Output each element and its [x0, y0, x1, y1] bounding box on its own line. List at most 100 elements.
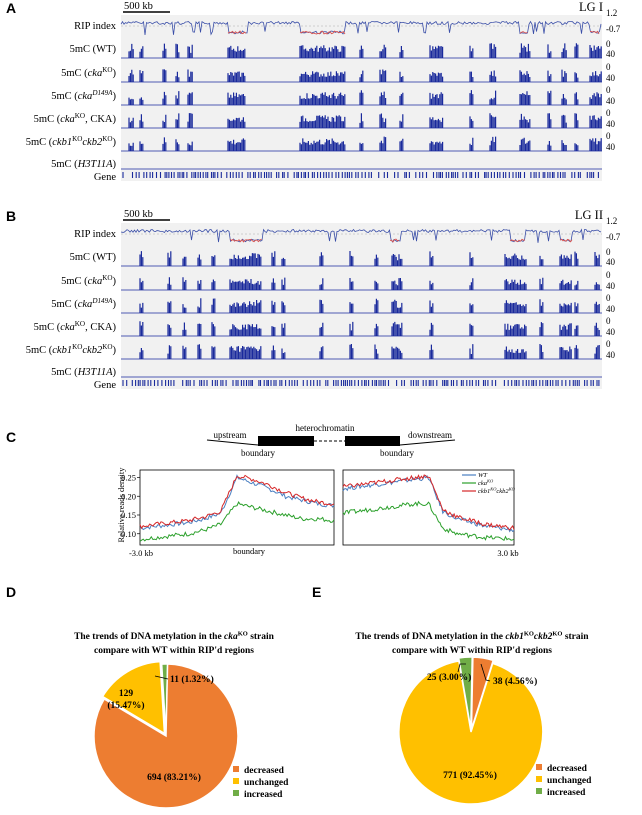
track-label-B-5-part-5: ): [113, 345, 117, 356]
axis-tick-A-9: 40: [606, 119, 616, 129]
track-label-B-4-part-3: , CKA): [85, 322, 116, 333]
pie-title-line2-E: compare with WT within RIP'd regions: [392, 646, 552, 656]
track-label-A-5: 5mC (ckb1KOckb2KO): [26, 135, 117, 148]
chart-c-ytick-label-1: 0.20: [121, 491, 136, 501]
scale-label-A: 500 kb: [124, 1, 153, 12]
chart-c-legend-label-2-part-1: KO: [489, 487, 497, 492]
mc-peaks-A-5: [128, 136, 602, 151]
track-label-B-4-part-0: 5mC (: [34, 322, 61, 333]
chart-c-legend-label-2-part-2: ckb2: [496, 488, 509, 495]
panel-letter-B: B: [6, 208, 16, 224]
schematic-upstream-line: [206, 439, 259, 446]
pie-leader-E-decreased: [480, 663, 491, 682]
chart-c-legend-label-1: ckaKO: [478, 479, 494, 487]
track-label-B-0-part-0: RIP index: [74, 229, 117, 240]
mc-peaks-A-4: [128, 113, 602, 128]
pie-title-line1-E-part-0: The trends of DNA metylation in the: [355, 632, 505, 642]
track-label-B-3-part-0: 5mC (: [51, 299, 78, 310]
pie-title-line2-D: compare with WT within RIP'd regions: [94, 646, 254, 656]
rip-index-low-A-0: [227, 30, 247, 35]
track-label-A-2-part-3: ): [113, 68, 117, 79]
schematic-box-left: [258, 436, 314, 446]
panel-letter-A: A: [6, 0, 16, 16]
pie-title-line1-D: The trends of DNA metylation in the ckaK…: [74, 630, 275, 642]
track-label-A-5-part-2: KO: [72, 135, 82, 143]
pie-label-E-increased-0: 25 (3.00%): [427, 672, 471, 683]
track-label-B-2-part-3: ): [113, 276, 117, 287]
chart-c-ytick-label-0: 0.25: [121, 473, 136, 483]
mc-peaks-B-2: [139, 277, 600, 290]
track-label-A-4-part-0: 5mC (: [34, 114, 61, 125]
pie-legend-swatch-D-1: [233, 778, 239, 784]
pie-legend-swatch-E-1: [536, 776, 542, 782]
track-label-A-4: 5mC (ckaKO, CKA): [34, 112, 117, 125]
chart-c-frame-1: [342, 469, 515, 546]
track-label-A-2: 5mC (ckaKO): [61, 66, 116, 79]
track-label-B-6: 5mC (H3T11A): [51, 367, 116, 378]
track-label-A-5-part-1: ckb1: [52, 137, 72, 148]
pie-legend-label-E-1: unchanged: [547, 776, 592, 786]
pie-title-line1-D-part-1: cka: [224, 632, 238, 642]
track-label-B-1-part-0: 5mC (WT): [70, 252, 117, 263]
pie-title-line1-E-part-2: KO: [524, 630, 534, 637]
pie-label-D-increased-0: 11 (1.32%): [170, 674, 214, 685]
track-label-B-2-part-1: cka: [88, 276, 103, 287]
scale-label-B: 500 kb: [124, 209, 153, 220]
track-label-A-2-part-0: 5mC (: [61, 68, 88, 79]
track-label-B-7: Gene: [94, 380, 116, 391]
gene-track-A: [122, 172, 599, 178]
axis-tick-B-5: 40: [606, 281, 616, 291]
pie-label-E-unchanged-0: 771 (92.45%): [443, 770, 497, 781]
track-label-A-2-part-1: cka: [88, 68, 103, 79]
track-label-B-3-part-3: ): [113, 299, 117, 310]
track-label-A-6-part-1: H3T11A: [77, 159, 113, 170]
track-label-A-0: RIP index: [74, 21, 117, 32]
track-label-B-3-part-1: cka: [78, 299, 93, 310]
track-label-A-6-part-2: ): [113, 159, 117, 170]
track-label-B-5-part-1: ckb1: [52, 345, 72, 356]
pie-legend-swatch-E-2: [536, 788, 542, 794]
track-label-A-0-part-0: RIP index: [74, 21, 117, 32]
pie-title-line1-E: The trends of DNA metylation in the ckb1…: [355, 630, 589, 642]
axis-tick-A-10: 0: [606, 131, 611, 141]
track-label-A-7: Gene: [94, 172, 116, 183]
chromosome-label-B: LG II: [575, 208, 603, 222]
chart-c-series-1-2: [342, 474, 515, 531]
chart-c-ytick-label-2: 0.15: [121, 510, 136, 520]
track-label-B-7-part-0: Gene: [94, 380, 116, 391]
track-label-A-6-part-0: 5mC (: [51, 159, 78, 170]
track-label-B-1: 5mC (WT): [70, 252, 117, 263]
chart-c-legend-label-2: ckb1KOckb2KO: [478, 487, 516, 495]
track-label-B-5-part-4: KO: [102, 343, 112, 351]
pie-legend-swatch-D-2: [233, 790, 239, 796]
rip-index-low-B-2: [509, 238, 526, 243]
axis-tick-B-9: 40: [606, 327, 616, 337]
chart-c-series-0-0: [139, 474, 335, 531]
rip-index-low-B-3: [559, 238, 573, 243]
mc-peaks-B-5: [139, 344, 600, 359]
pie-legend-label-E-2: increased: [547, 788, 586, 798]
chart-c-legend-label-2-part-3: KO: [508, 487, 516, 492]
pie-leader-E-increased: [457, 663, 466, 673]
track-label-A-4-part-1: cka: [60, 114, 75, 125]
chart-c-ytick-label-3: 0.10: [121, 529, 136, 539]
track-background-B: [121, 223, 602, 389]
track-label-B-4: 5mC (ckaKO, CKA): [34, 320, 117, 333]
track-label-B-3: 5mC (ckaD149A): [51, 297, 116, 310]
pie-title-line1-E-part-3: ckb2: [534, 632, 553, 642]
pie-title-line1-E-part-4: KO: [552, 630, 562, 637]
axis-tick-B-2: 0: [606, 247, 611, 257]
schematic-heterochromatin-label: heterochromatin: [296, 423, 355, 433]
mc-peaks-A-1: [128, 43, 602, 58]
track-label-B-4-part-1: cka: [60, 322, 75, 333]
axis-tick-B-6: 0: [606, 293, 611, 303]
track-label-B-5-part-0: 5mC (: [26, 345, 53, 356]
track-label-B-0: RIP index: [74, 229, 117, 240]
pie-slice-D-unchanged: [101, 660, 166, 735]
track-label-A-5-part-4: KO: [102, 135, 112, 143]
track-label-A-5-part-0: 5mC (: [26, 137, 53, 148]
chart-c-xlabel-right: 3.0 kb: [497, 548, 518, 558]
schematic-downstream-line: [399, 439, 456, 446]
axis-tick-A-6: 0: [606, 85, 611, 95]
pie-title-line1-D-part-3: strain: [248, 632, 275, 642]
